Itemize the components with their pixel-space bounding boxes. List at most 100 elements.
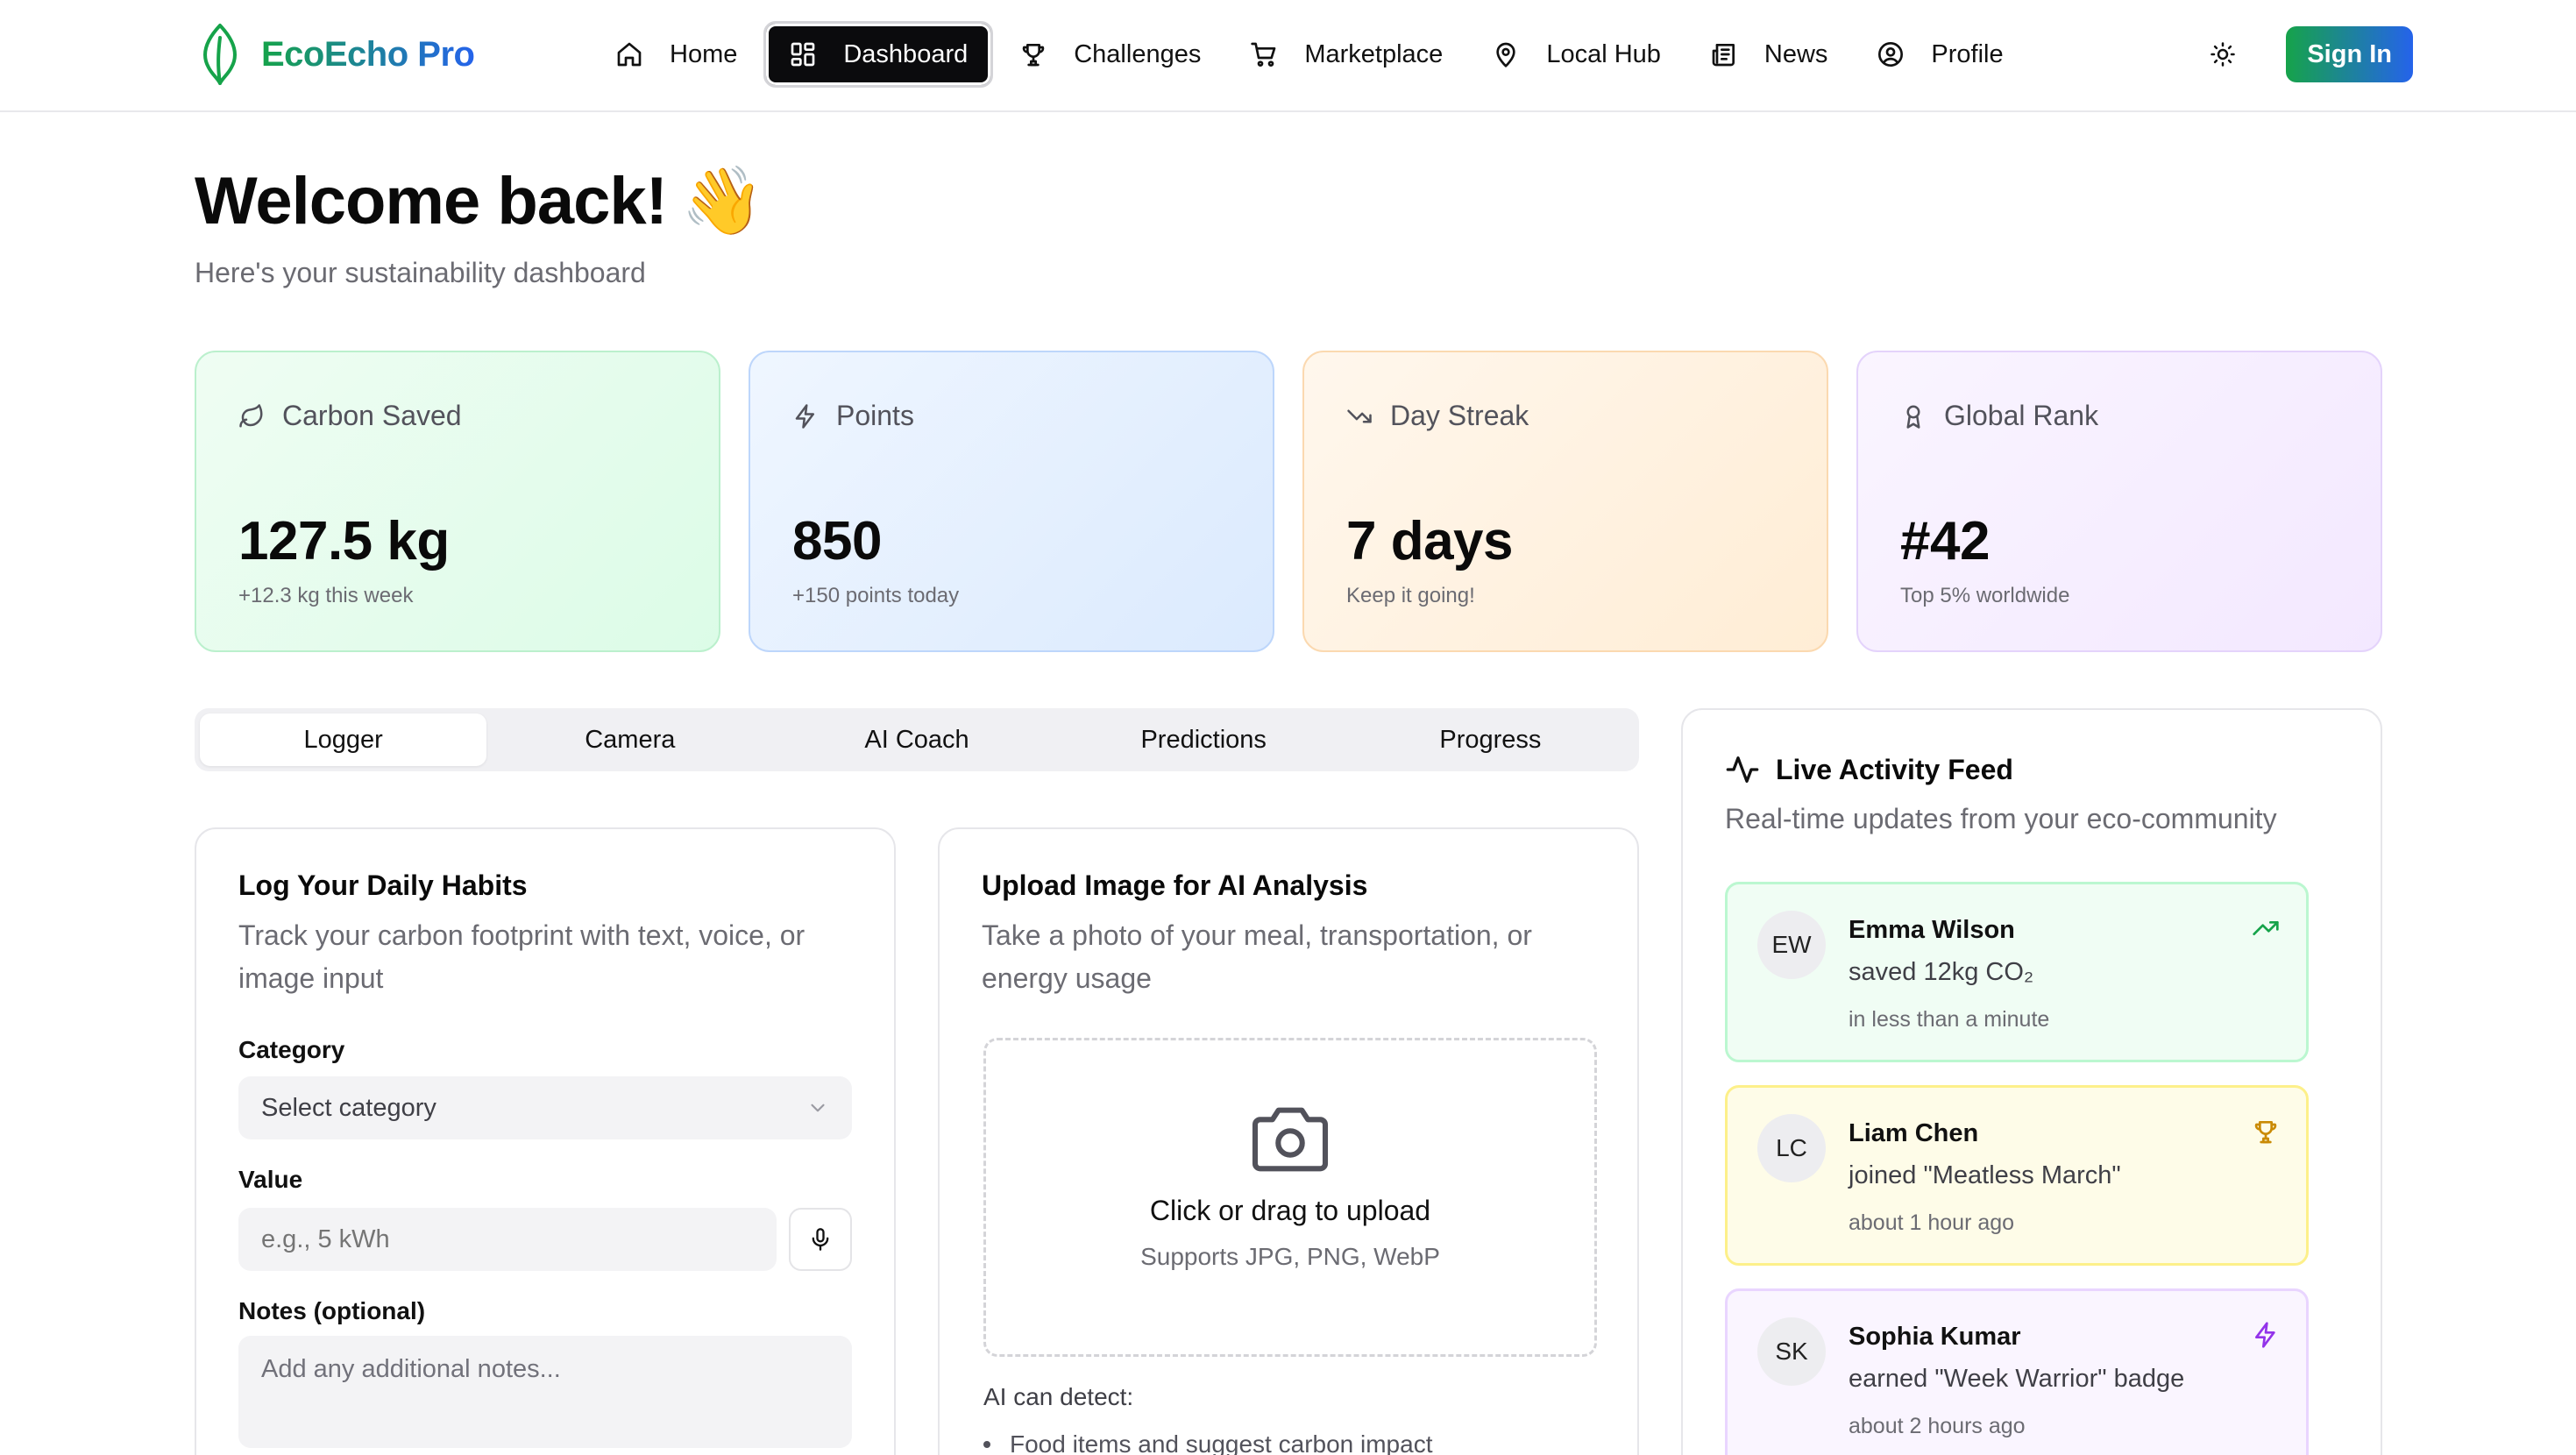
value-label: Value bbox=[238, 1166, 303, 1193]
notes-textarea[interactable]: Add any additional notes... bbox=[238, 1336, 852, 1448]
panel-description: Take a photo of your meal, transportatio… bbox=[982, 919, 1532, 994]
theme-toggle-button[interactable] bbox=[2195, 26, 2251, 82]
activity-text: earned "Week Warrior" badge bbox=[1849, 1365, 2185, 1393]
nav-item-label: Home bbox=[670, 39, 738, 68]
camera-icon bbox=[1250, 1104, 1331, 1174]
waving-hand-emoji: 👋 bbox=[680, 164, 764, 238]
map-pin-icon bbox=[1492, 40, 1520, 68]
activity-item[interactable]: LC Liam Chen joined "Meatless March" abo… bbox=[1725, 1085, 2309, 1266]
nav-item-marketplace[interactable]: Marketplace bbox=[1227, 21, 1465, 88]
stat-card-day-streak: Day Streak 7 days Keep it going! bbox=[1302, 351, 1828, 652]
nav-item-dashboard[interactable]: Dashboard bbox=[763, 21, 994, 88]
stat-card-global-rank: Global Rank #42 Top 5% worldwide bbox=[1856, 351, 2382, 652]
stat-label: Global Rank bbox=[1944, 400, 2099, 431]
welcome-text: Welcome back! bbox=[195, 163, 668, 238]
voice-input-button[interactable] bbox=[789, 1208, 852, 1271]
activity-user-name: Emma Wilson bbox=[1849, 916, 2015, 944]
activity-text: saved 12kg CO₂ bbox=[1849, 958, 2034, 986]
nav-item-home[interactable]: Home bbox=[593, 21, 760, 88]
stat-card-carbon-saved: Carbon Saved 127.5 kg +12.3 kg this week bbox=[195, 351, 720, 652]
detect-item-text: Food items and suggest carbon impact bbox=[1010, 1430, 1433, 1455]
panel-description: Track your carbon footprint with text, v… bbox=[238, 919, 805, 994]
microphone-icon bbox=[808, 1227, 833, 1252]
nav-item-news[interactable]: News bbox=[1687, 21, 1851, 88]
notes-label: Notes (optional) bbox=[238, 1297, 426, 1324]
stat-label: Day Streak bbox=[1390, 400, 1529, 431]
cart-icon bbox=[1250, 40, 1278, 68]
value-input[interactable] bbox=[238, 1208, 777, 1271]
stat-value: #42 bbox=[1900, 511, 1990, 571]
activity-time: about 1 hour ago bbox=[1849, 1210, 2015, 1235]
habit-logger-panel: Log Your Daily Habits Track your carbon … bbox=[195, 827, 896, 1455]
nav-item-local-hub[interactable]: Local Hub bbox=[1469, 21, 1684, 88]
upload-title: Click or drag to upload bbox=[1149, 1195, 1431, 1226]
nav-item-label: News bbox=[1763, 39, 1828, 68]
avatar: SK bbox=[1757, 1317, 1826, 1386]
nav-item-label: Challenges bbox=[1074, 39, 1202, 68]
trophy-icon bbox=[1019, 40, 1047, 68]
activity-item[interactable]: EW Emma Wilson saved 12kg CO₂ in less th… bbox=[1725, 882, 2309, 1062]
feed-title: Live Activity Feed bbox=[1776, 753, 2013, 785]
nav-item-label: Dashboard bbox=[843, 39, 969, 68]
detect-label: AI can detect: bbox=[983, 1383, 1134, 1410]
detect-list-item: Food items and suggest carbon impact bbox=[983, 1430, 1432, 1455]
trending-up-icon bbox=[2252, 914, 2280, 942]
nav-item-label: Local Hub bbox=[1546, 39, 1661, 68]
chevron-down-icon bbox=[806, 1097, 829, 1119]
live-activity-feed: Live Activity Feed Real-time updates fro… bbox=[1681, 708, 2382, 1455]
zap-icon bbox=[2252, 1321, 2280, 1349]
brand-name: EcoEcho Pro bbox=[261, 34, 475, 74]
sign-in-button[interactable]: Sign In bbox=[2286, 26, 2413, 82]
activity-item[interactable]: SK Sophia Kumar earned "Week Warrior" ba… bbox=[1725, 1288, 2309, 1455]
activity-pulse-icon bbox=[1725, 752, 1760, 787]
category-select[interactable]: Select category bbox=[238, 1076, 852, 1139]
avatar: LC bbox=[1757, 1114, 1826, 1182]
leaf-logo-icon bbox=[198, 20, 242, 89]
award-icon bbox=[1900, 403, 1927, 429]
sun-icon bbox=[2210, 41, 2236, 67]
upload-formats: Supports JPG, PNG, WebP bbox=[1140, 1243, 1440, 1270]
leaf-icon bbox=[238, 403, 265, 429]
stat-card-points: Points 850 +150 points today bbox=[749, 351, 1274, 652]
stat-value: 7 days bbox=[1346, 511, 1514, 571]
stat-value: 850 bbox=[792, 511, 882, 571]
avatar: EW bbox=[1757, 911, 1826, 979]
brand[interactable]: EcoEcho Pro bbox=[198, 18, 475, 91]
tab-progress[interactable]: Progress bbox=[1439, 725, 1542, 754]
page-subtitle: Here's your sustainability dashboard bbox=[195, 257, 646, 288]
feed-description: Real-time updates from your eco-communit… bbox=[1725, 803, 2277, 834]
stat-note: +150 points today bbox=[792, 584, 960, 607]
tab-predictions[interactable]: Predictions bbox=[1140, 725, 1267, 754]
stat-note: +12.3 kg this week bbox=[238, 584, 414, 607]
newspaper-icon bbox=[1710, 40, 1738, 68]
nav-item-profile[interactable]: Profile bbox=[1854, 21, 2026, 88]
activity-time: in less than a minute bbox=[1849, 1007, 2050, 1032]
activity-user-name: Sophia Kumar bbox=[1849, 1323, 2021, 1351]
stat-note: Keep it going! bbox=[1346, 584, 1475, 607]
nav-item-label: Profile bbox=[1931, 39, 2004, 68]
tab-logger[interactable]: Logger bbox=[200, 713, 487, 766]
panel-title: Upload Image for AI Analysis bbox=[982, 869, 1368, 901]
stat-label: Points bbox=[836, 400, 914, 431]
page-title: Welcome back! 👋 bbox=[195, 161, 764, 240]
trending-down-icon bbox=[1346, 403, 1373, 429]
bullet-icon bbox=[983, 1441, 990, 1448]
nav-item-label: Marketplace bbox=[1304, 39, 1444, 68]
category-select-value: Select category bbox=[261, 1093, 436, 1122]
zap-icon bbox=[792, 403, 819, 429]
activity-text: joined "Meatless March" bbox=[1849, 1161, 2121, 1189]
nav-item-challenges[interactable]: Challenges bbox=[997, 21, 1224, 88]
feed-header: Live Activity Feed bbox=[1725, 752, 2338, 787]
panel-title: Log Your Daily Habits bbox=[238, 869, 528, 901]
activity-user-name: Liam Chen bbox=[1849, 1119, 1979, 1147]
nav-links: Home Dashboard Challenges Marketplace Lo… bbox=[593, 18, 2026, 91]
trophy-icon bbox=[2252, 1118, 2280, 1146]
category-label: Category bbox=[238, 1036, 345, 1063]
tab-camera[interactable]: Camera bbox=[585, 725, 676, 754]
top-navbar: EcoEcho Pro Home Dashboard Challenges Ma… bbox=[0, 0, 2576, 112]
dashboard-icon bbox=[789, 40, 817, 68]
activity-time: about 2 hours ago bbox=[1849, 1414, 2026, 1438]
tab-ai-coach[interactable]: AI Coach bbox=[864, 725, 969, 754]
home-icon bbox=[615, 40, 643, 68]
upload-dropzone[interactable]: Click or drag to upload Supports JPG, PN… bbox=[983, 1038, 1597, 1357]
